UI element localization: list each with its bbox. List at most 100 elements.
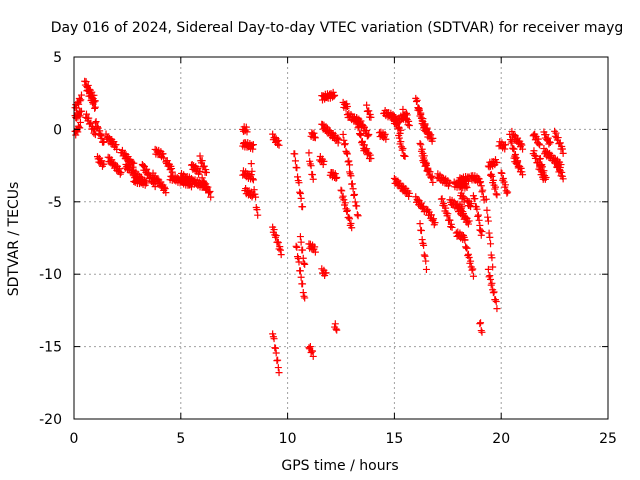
data-point [249, 145, 257, 153]
data-point [143, 165, 151, 173]
data-point [532, 152, 540, 160]
data-point [398, 143, 406, 151]
data-point [206, 187, 214, 195]
data-point [405, 192, 413, 200]
data-point [556, 167, 564, 175]
data-point [416, 220, 424, 228]
data-point [426, 168, 434, 176]
data-point [489, 289, 497, 297]
data-point [427, 211, 435, 219]
data-point [331, 320, 339, 328]
data-point [151, 172, 159, 180]
data-point [462, 214, 470, 222]
data-point [471, 195, 479, 203]
data-point [367, 113, 375, 121]
x-tick-label: 20 [492, 431, 510, 447]
data-points [71, 77, 567, 377]
data-point [299, 203, 307, 211]
data-point [457, 189, 465, 197]
data-point [405, 189, 413, 197]
data-point [487, 240, 495, 248]
data-point [301, 260, 309, 268]
data-point [270, 226, 278, 234]
data-point [346, 215, 354, 223]
data-point [204, 183, 212, 191]
data-point [542, 173, 550, 181]
data-point [469, 272, 477, 280]
data-point [299, 289, 307, 297]
data-point [274, 356, 282, 364]
data-point [96, 131, 104, 139]
data-point [559, 175, 567, 183]
data-point [477, 231, 485, 239]
data-point [492, 156, 500, 164]
data-point [363, 126, 371, 134]
data-point [75, 100, 83, 108]
data-point [446, 216, 454, 224]
data-point [347, 219, 355, 227]
data-point [292, 242, 300, 250]
data-point [250, 186, 258, 194]
data-point [196, 152, 204, 160]
data-point [476, 179, 484, 187]
data-point [249, 141, 257, 149]
data-point [98, 132, 106, 140]
data-point [331, 170, 339, 178]
data-point [301, 294, 309, 302]
data-point [510, 145, 518, 153]
data-point [274, 239, 282, 247]
data-point [309, 347, 317, 355]
data-point [311, 133, 319, 141]
data-point [489, 176, 497, 184]
data-point [249, 176, 257, 184]
data-point [463, 184, 471, 192]
data-point [200, 179, 208, 187]
data-point [554, 162, 562, 170]
data-point [417, 141, 425, 149]
data-point [296, 188, 304, 196]
data-point [162, 189, 170, 197]
data-point [333, 174, 341, 182]
data-point [254, 211, 262, 219]
data-point [205, 188, 213, 196]
data-point [90, 98, 98, 106]
data-point [320, 157, 328, 165]
data-point [309, 352, 317, 360]
x-tick-labels: 0 5 10 15 20 25 [70, 431, 617, 447]
data-point [464, 250, 472, 258]
y-tick-label: 5 [53, 50, 62, 66]
data-point [113, 145, 121, 153]
data-point [492, 183, 500, 191]
data-point [338, 187, 346, 195]
data-point [413, 96, 421, 104]
data-point [473, 205, 481, 213]
data-point [347, 172, 355, 180]
data-point [497, 169, 505, 177]
data-point [271, 133, 279, 141]
data-point [498, 169, 506, 177]
data-point [425, 167, 433, 175]
data-point [427, 173, 435, 181]
data-point [542, 131, 550, 139]
data-point [77, 91, 85, 99]
data-point [423, 124, 431, 132]
data-point [274, 238, 282, 246]
data-point [354, 212, 362, 220]
data-point [340, 136, 348, 144]
x-tick-label: 25 [599, 431, 617, 447]
data-point [163, 157, 171, 165]
data-point [77, 96, 85, 104]
data-point [401, 110, 409, 118]
data-point [544, 134, 552, 142]
data-point [272, 232, 280, 240]
data-point [389, 111, 397, 119]
data-point [117, 168, 125, 176]
data-point [442, 204, 450, 212]
data-point [299, 246, 307, 254]
data-point [477, 182, 485, 190]
data-point [296, 233, 304, 241]
data-point [447, 220, 455, 228]
data-point [353, 211, 361, 219]
data-point [367, 155, 375, 163]
data-point [343, 103, 351, 111]
